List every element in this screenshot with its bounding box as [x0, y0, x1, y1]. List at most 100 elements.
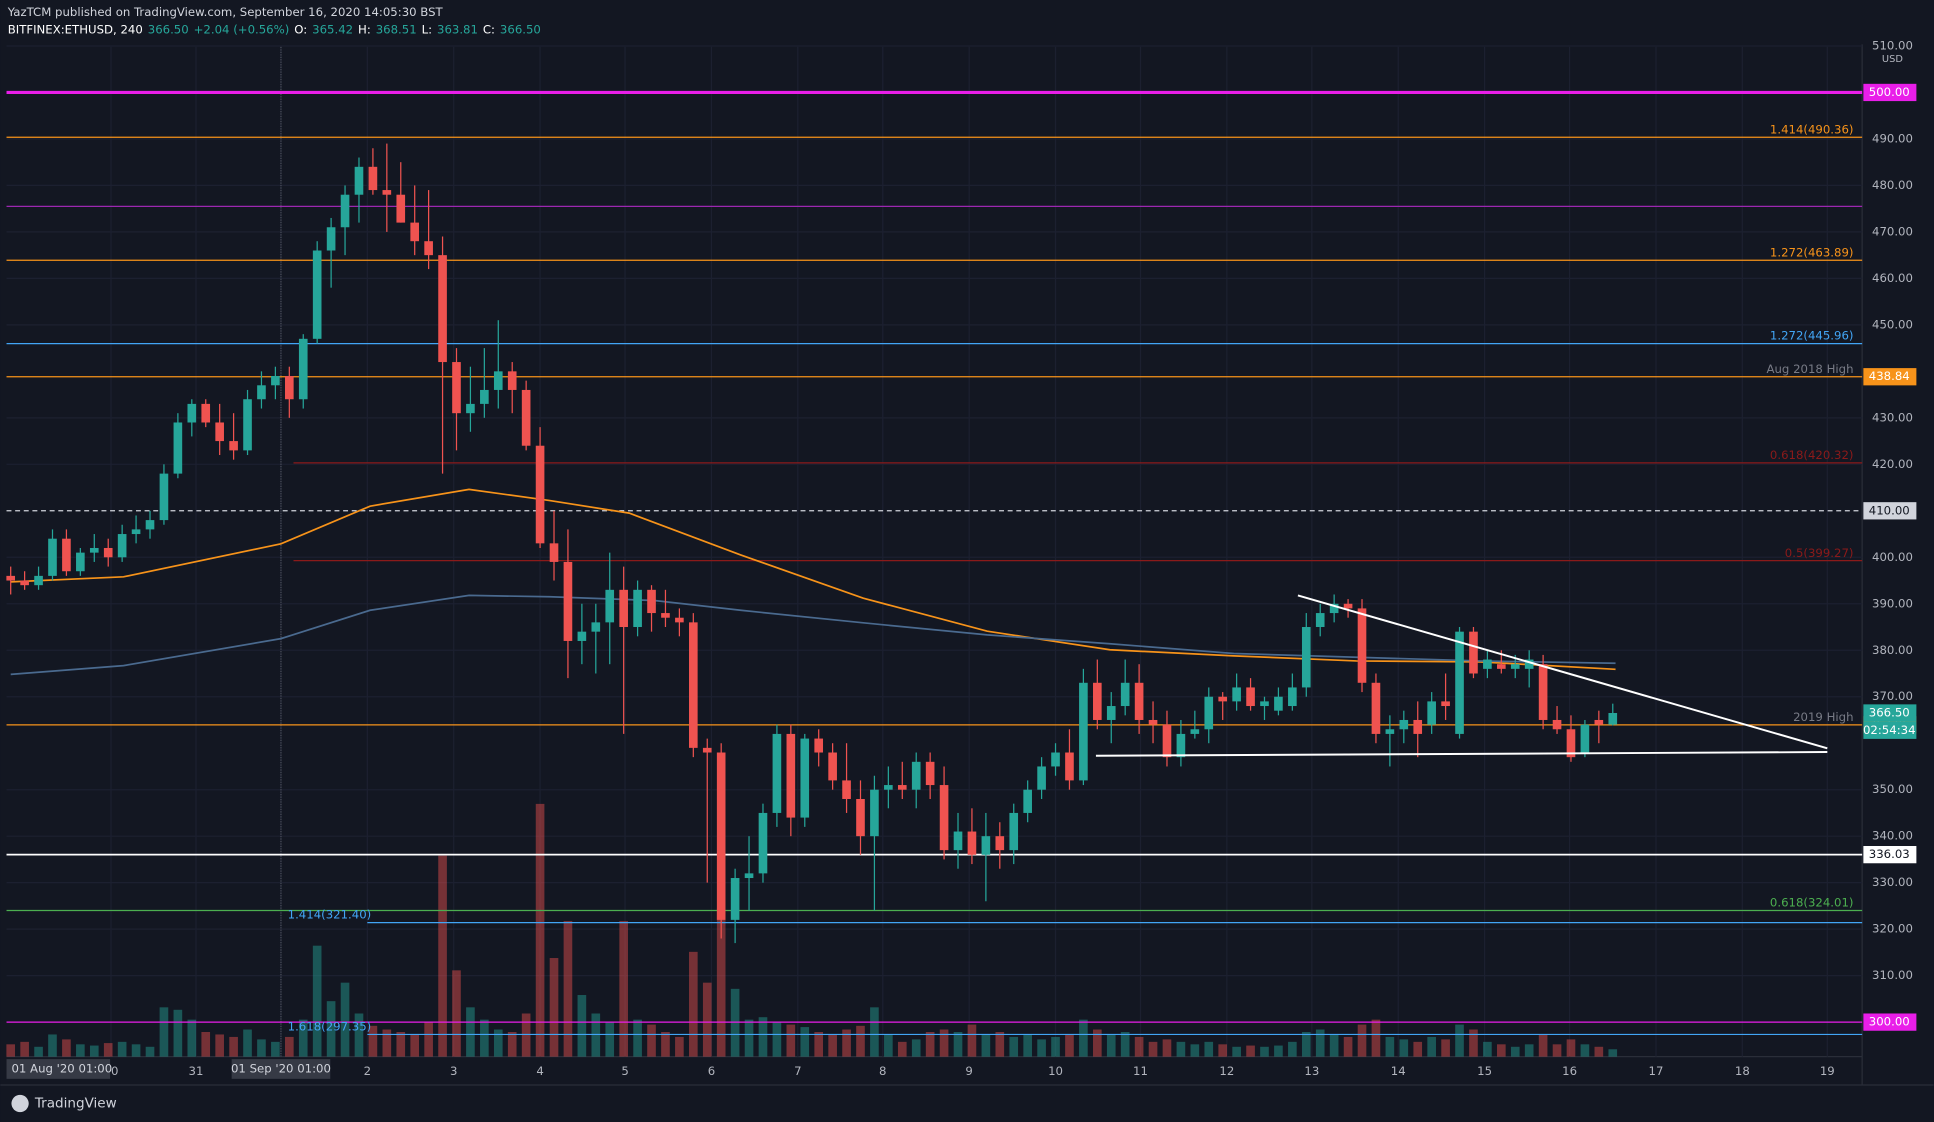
- candle-body: [382, 190, 392, 195]
- candle-body: [312, 250, 322, 339]
- moving-average: [10, 488, 1616, 671]
- y-tick-label: 350.00: [1872, 782, 1913, 796]
- logo: [11, 1094, 29, 1113]
- candle-body: [1260, 701, 1269, 707]
- volume-bar: [1093, 1029, 1102, 1057]
- candle-body: [744, 873, 754, 879]
- volume-bar: [493, 1029, 503, 1057]
- x-tick-label: 17: [1649, 1064, 1664, 1078]
- y-tick-label: 430.00: [1872, 410, 1913, 424]
- candle-body: [842, 780, 851, 799]
- y-tick-label: 400.00: [1872, 550, 1913, 564]
- y-tick-label: 420.00: [1872, 457, 1913, 471]
- header-part: 363.81: [437, 22, 478, 36]
- volume-bar: [786, 1024, 796, 1057]
- candle-body: [786, 733, 796, 818]
- candle-body: [1246, 687, 1255, 707]
- candle-body: [257, 385, 266, 400]
- candle-body: [103, 547, 113, 558]
- candle-body: [1301, 627, 1311, 688]
- volume-bar: [716, 908, 726, 1057]
- candle-body: [897, 785, 907, 790]
- candle-body: [535, 445, 545, 544]
- volume-bar: [1134, 1036, 1144, 1057]
- volume-bar: [758, 1017, 768, 1057]
- volume-bar: [675, 1036, 684, 1057]
- y-tick-label: 450.00: [1872, 317, 1913, 331]
- candle-body: [1441, 701, 1450, 707]
- volume-bar: [661, 1031, 670, 1057]
- volume-bar: [1385, 1036, 1395, 1057]
- last-price-tag-bg: [1863, 704, 1917, 722]
- candle-body: [20, 580, 29, 586]
- candle-body: [772, 733, 782, 813]
- last-price-tag: 366.50: [1869, 706, 1910, 720]
- candle-body: [1469, 631, 1478, 674]
- price-tag-bg: [1863, 846, 1917, 864]
- volume-bar: [215, 1034, 224, 1057]
- y-tick-label: 330.00: [1872, 875, 1913, 889]
- candle-body: [187, 403, 197, 423]
- candle-body: [967, 831, 977, 855]
- header-part: 365.42: [312, 22, 353, 36]
- volume-bar: [89, 1045, 99, 1057]
- y-tick-label: 490.00: [1872, 131, 1913, 145]
- x-tick-label: 14: [1391, 1064, 1406, 1078]
- candle-body: [549, 543, 559, 562]
- header-part: 366.50: [148, 22, 189, 36]
- candle-body: [1329, 603, 1339, 614]
- volume-bar: [1566, 1039, 1576, 1057]
- candle-body: [577, 631, 587, 641]
- x-tick-label: 2: [364, 1064, 371, 1078]
- y-tick-label: 510.00: [1872, 38, 1913, 52]
- volume-bar: [298, 1019, 308, 1057]
- volume-bar: [953, 1031, 963, 1057]
- header-part: L:: [422, 22, 432, 36]
- volume-bar: [1580, 1044, 1590, 1057]
- volume-bar: [1483, 1041, 1492, 1057]
- volume-bar: [382, 1029, 392, 1057]
- countdown: 02:54:34: [1863, 723, 1916, 737]
- brand: TradingView: [34, 1096, 117, 1112]
- volume-bar: [480, 1019, 489, 1057]
- volume-bar: [925, 1031, 935, 1057]
- volume-bar: [1329, 1034, 1339, 1057]
- left-label-bg: [6, 1059, 111, 1079]
- price-tag-bg: [1863, 502, 1917, 520]
- price-tag: 438.84: [1869, 369, 1910, 383]
- candle-body: [298, 338, 308, 400]
- currency: USD: [1882, 54, 1903, 65]
- volume-bar: [1051, 1036, 1060, 1057]
- volume-bar: [577, 995, 587, 1057]
- volume-bar: [521, 1013, 531, 1057]
- volume-bar: [1218, 1044, 1228, 1057]
- volume-bar: [76, 1044, 85, 1057]
- volume-bar: [1552, 1044, 1562, 1057]
- volume-bar: [354, 1013, 364, 1057]
- candle-body: [1357, 608, 1367, 683]
- volume-bar: [396, 1031, 406, 1057]
- volume-bar: [1497, 1044, 1506, 1057]
- candle-body: [354, 166, 364, 195]
- header-part: BITFINEX:ETHUSD, 240: [8, 22, 143, 36]
- trend-line: [1297, 594, 1828, 750]
- candle-body: [131, 529, 141, 535]
- x-tick-label: 6: [708, 1064, 715, 1078]
- y-tick-label: 370.00: [1872, 689, 1913, 703]
- volume-bar: [48, 1034, 57, 1057]
- volume-bar: [312, 945, 322, 1057]
- volume-bar: [814, 1031, 824, 1057]
- candle-body: [870, 789, 879, 837]
- level-label: 0.618(324.01): [1770, 896, 1854, 910]
- volume-bar: [1469, 1029, 1478, 1057]
- candle-body: [1315, 613, 1325, 628]
- candle-body: [201, 403, 211, 423]
- price-tag: 410.00: [1869, 503, 1910, 517]
- candle-body: [730, 878, 740, 920]
- x-tick-label: 16: [1562, 1064, 1577, 1078]
- candle-body: [1497, 664, 1506, 669]
- volume-bar: [884, 1034, 893, 1057]
- candle-body: [1051, 752, 1060, 767]
- price-tag: 336.03: [1869, 847, 1910, 861]
